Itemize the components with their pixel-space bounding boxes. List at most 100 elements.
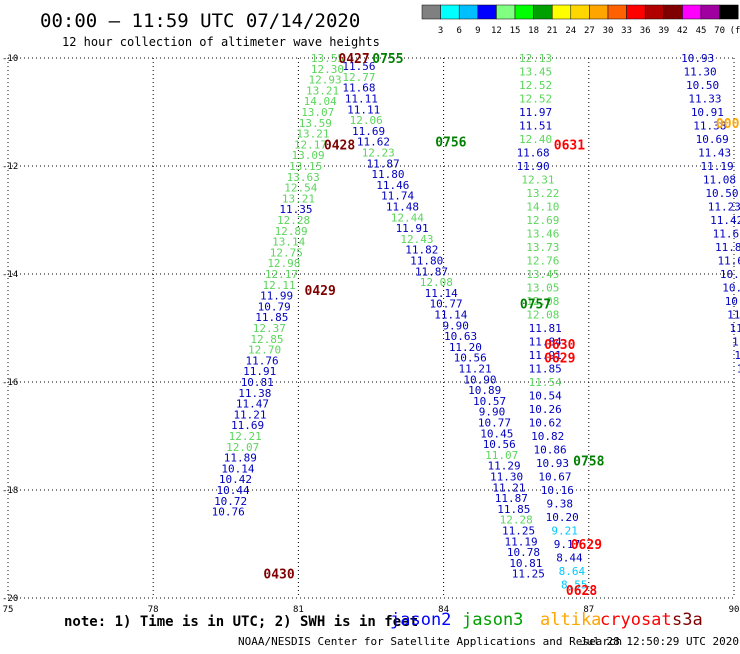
swh-value: 11.89 [224, 452, 257, 465]
swh-value: 11.80 [410, 255, 443, 268]
colorbar-unit: (ft) [730, 26, 740, 36]
legend-jason3: jason3 [462, 610, 523, 630]
swh-value: 11.43 [698, 147, 731, 160]
swh-value: 13.15 [289, 160, 322, 173]
swh-value: 10.93 [681, 52, 714, 65]
swh-value: 10.16 [541, 484, 574, 497]
colorbar-label: 39 [658, 26, 669, 36]
swh-value: 10.63 [444, 330, 477, 343]
swh-value: 12.54 [284, 182, 317, 195]
colorbar-label: 18 [528, 26, 539, 36]
swh-value: 12.70 [248, 344, 281, 357]
swh-value: 10.56 [454, 352, 487, 365]
legend-jason2: jason2 [390, 610, 451, 630]
swh-value: 10.14 [221, 462, 254, 475]
lon-tick-label: 78 [148, 605, 159, 615]
lat-tick-label: -20 [2, 594, 18, 604]
colorbar-swatch [589, 4, 609, 20]
swh-value: 10.91 [691, 106, 724, 119]
swh-value: 11.87 [495, 492, 528, 505]
swh-value: 10.89 [468, 384, 501, 397]
swh-value: 10.77 [429, 298, 462, 311]
pass-time-label: 0008 [716, 117, 740, 132]
swh-value: 11.23 [708, 201, 740, 214]
swh-value: 12.43 [400, 233, 433, 246]
swh-value: 12.31 [521, 174, 554, 187]
swh-value: 11.85 [255, 311, 288, 324]
pass-time-label: 0427 [338, 52, 369, 67]
swh-value: 12.98 [267, 257, 300, 270]
swh-value: 11.19 [700, 160, 733, 173]
colorbar-label: 3 [438, 26, 443, 36]
swh-value: 9.90 [442, 319, 469, 332]
colorbar-label: 12 [491, 26, 502, 36]
colorbar-label: 27 [584, 26, 595, 36]
swh-value: 12.11 [262, 279, 295, 292]
colorbar-label: 24 [565, 26, 576, 36]
colorbar-label: 45 [696, 26, 707, 36]
legend-cryosat: cryosat [600, 610, 672, 630]
swh-value: 12.37 [253, 322, 286, 335]
swh-value: 10.78 [507, 546, 540, 559]
pass-time-label: 0631 [554, 138, 585, 153]
map-subtitle: 12 hour collection of altimeter wave hei… [62, 35, 380, 49]
swh-value: 11.84 [529, 336, 562, 349]
colorbar-swatch [477, 4, 497, 20]
swh-value: 12.07 [226, 441, 259, 454]
lat-tick-label: -18 [2, 486, 18, 496]
map-title: 00:00 – 11:59 UTC 07/14/2020 [40, 10, 360, 32]
swh-value: 11.21 [233, 408, 266, 421]
swh-value: 11.20 [449, 341, 482, 354]
swh-value: 11.81 [529, 322, 562, 335]
lon-tick-label: 84 [438, 605, 449, 615]
swh-value: 10.26 [529, 403, 562, 416]
colorbar-swatch [533, 4, 553, 20]
colorbar-swatch [700, 4, 720, 20]
lon-tick-label: 75 [3, 605, 14, 615]
swh-value: 11.14 [425, 287, 458, 300]
swh-value: 11.90 [517, 160, 550, 173]
swh-value: 13.22 [526, 187, 559, 200]
swh-value: 10.55 [720, 268, 740, 281]
swh-value: 12.21 [229, 430, 262, 443]
wave-height-points: 13.5512.3012.9313.2114.0413.0713.5913.21… [212, 52, 740, 592]
pass-time-label: 0756 [435, 136, 466, 151]
swh-value: 10.82 [531, 430, 564, 443]
swh-value: 11.51 [519, 120, 552, 133]
pass-time-label: 0755 [372, 52, 403, 67]
pass-time-labels: 0427075504280756063100080757042906300629… [263, 52, 740, 599]
swh-value: 13.63 [287, 171, 320, 184]
swh-value: 11.91 [243, 365, 276, 378]
swh-value: 11.48 [386, 201, 419, 214]
swh-value: 10.72 [214, 495, 247, 508]
colorbar-swatch [514, 4, 534, 20]
swh-value: 10.90 [463, 373, 496, 386]
swh-value: 12.44 [391, 211, 424, 224]
swh-value: 12.08 [526, 295, 559, 308]
swh-value: 11.11 [347, 103, 380, 116]
swh-value: 12.30 [311, 63, 344, 76]
legend-s3a: s3a [672, 610, 703, 630]
colorbar-label: 36 [640, 26, 651, 36]
swh-value: 11.87 [415, 265, 448, 278]
swh-value: 10.56 [483, 438, 516, 451]
swh-value: 11.85 [497, 503, 530, 516]
swh-value: 9.90 [479, 406, 506, 419]
swh-value: 8.55 [561, 579, 588, 592]
swh-value: 13.14 [272, 236, 305, 249]
pass-time-label: 0628 [566, 584, 597, 599]
swh-value: 12.52 [519, 79, 552, 92]
swh-value: 11.83 [715, 241, 740, 254]
pass-time-label: 0429 [305, 284, 336, 299]
swh-value: 12.28 [277, 214, 310, 227]
swh-value: 11.21 [458, 363, 491, 376]
lat-tick-label: -16 [2, 378, 18, 388]
swh-value: 13.73 [526, 241, 559, 254]
swh-value: 11.29 [488, 460, 521, 473]
swh-value: 12.08 [526, 309, 559, 322]
swh-value: 10.44 [216, 484, 249, 497]
swh-value: 12.85 [250, 333, 283, 346]
swh-value: 10.76 [212, 506, 245, 519]
swh-value: 12.75 [270, 246, 303, 259]
